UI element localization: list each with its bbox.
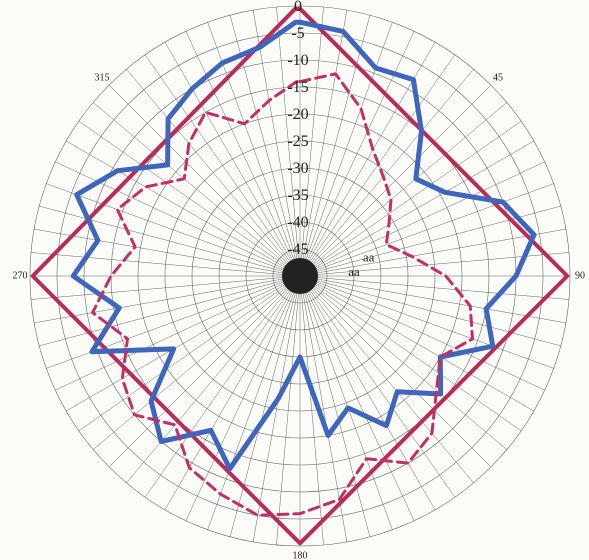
angle-tick-label: 45 (493, 72, 503, 83)
angular-grid-spoke (78, 120, 301, 277)
angular-grid-spoke (185, 275, 301, 521)
radial-tick-label: 0 (294, 0, 302, 15)
angular-grid-spoke (299, 275, 545, 391)
angular-grid-spoke (299, 10, 348, 277)
angular-grid-spoke (299, 7, 324, 277)
radial-tick-label: -30 (287, 160, 308, 177)
radial-tick-label: -25 (287, 133, 308, 150)
angular-grid-spoke (299, 275, 554, 369)
angular-grid-spoke (299, 275, 561, 347)
angular-grid-spoke (299, 275, 436, 510)
angular-grid-spoke (39, 205, 301, 277)
angular-grid-spoke (299, 120, 522, 277)
angular-grid-spoke (299, 275, 569, 300)
angle-tick-label: 360 (293, 0, 308, 1)
angular-grid-spoke (299, 84, 492, 277)
angular-grid-spoke (252, 275, 301, 542)
angular-grid-spoke (299, 275, 522, 432)
angular-grid-spoke (299, 252, 569, 277)
angular-grid-spoke (66, 140, 301, 277)
radial-tick-label: -10 (287, 52, 308, 69)
angular-grid-spoke (299, 275, 324, 545)
angular-grid-spoke (66, 275, 301, 412)
angular-grid-spoke (299, 22, 393, 277)
angular-grid-spoke (229, 275, 301, 537)
angular-grid-spoke (93, 102, 301, 277)
angular-grid-spoke (276, 275, 301, 545)
angular-grid-spoke (185, 31, 301, 277)
angular-grid-spoke (299, 102, 507, 277)
angular-grid-spoke (299, 275, 415, 521)
radial-tick-label: -50 (287, 268, 308, 285)
angular-grid-spoke (299, 275, 534, 412)
series-line-1 (30, 6, 570, 546)
annotation-label: aa (363, 249, 375, 264)
angle-labels: 0 45 90 180 270 315 360 (13, 0, 586, 560)
angular-grid-spoke (229, 15, 301, 277)
series-line-2 (70, 19, 537, 472)
series-lines (30, 6, 570, 546)
annotation-label: aa (348, 264, 360, 279)
angular-grid-spoke (299, 228, 566, 277)
angular-grid-spoke (31, 252, 301, 277)
radial-tick-label: -40 (287, 214, 308, 231)
radial-tick-label: -5 (291, 25, 304, 42)
radial-tick-label: -35 (287, 187, 308, 204)
angular-grid-spoke (299, 15, 371, 277)
angular-grid-spoke (299, 275, 393, 530)
center-mark (282, 258, 318, 294)
angular-grid-spoke (144, 54, 301, 277)
angular-grid-spoke (276, 7, 301, 277)
angle-tick-label: 315 (95, 72, 110, 83)
angular-grid-spoke (164, 42, 301, 277)
radial-tick-label: -45 (287, 241, 308, 258)
angular-grid-spoke (299, 183, 554, 277)
angular-grid-spoke (299, 54, 456, 277)
angular-grid-spoke (299, 275, 566, 324)
radial-tick-label: -15 (287, 79, 308, 96)
angular-grid-spoke (46, 183, 301, 277)
angular-grid-spoke (207, 275, 301, 530)
series-line-3 (91, 72, 474, 517)
angular-grid-spoke (34, 228, 301, 277)
angular-grid-spoke (299, 161, 545, 277)
angular-grid-spoke (46, 275, 301, 369)
angular-grid-spoke (78, 275, 301, 432)
angular-grid-spoke (299, 140, 534, 277)
angular-grid-spoke (164, 275, 301, 510)
angular-grid-spoke (299, 275, 371, 537)
angular-grid-spoke (252, 10, 301, 277)
angle-tick-label: 0 (298, 0, 303, 1)
angular-grid-spoke (126, 69, 301, 277)
angle-tick-label: 90 (575, 270, 585, 281)
angular-grid-spoke (144, 275, 301, 498)
angular-grid-spoke (31, 275, 301, 300)
angular-grid-spoke (93, 275, 301, 450)
radial-ticks: 0 -5 -10 -15 -20 -25 -30 -35 -40 -45 -50 (287, 0, 308, 285)
angular-grid-spoke (108, 275, 301, 468)
angular-grid-spoke (55, 275, 301, 391)
radial-grid (29, 5, 571, 547)
radial-tick-label: -20 (287, 106, 308, 123)
angular-grid-spoke (108, 84, 301, 277)
angle-tick-label: 270 (13, 270, 28, 281)
angular-grid-spoke (299, 275, 492, 468)
angular-grid-spoke (39, 275, 301, 347)
angular-grid-spoke (299, 275, 507, 450)
angular-grid-spoke (299, 69, 474, 277)
angular-grid-spoke (126, 275, 301, 483)
angular-grid-spoke (299, 275, 456, 498)
angular-grid-spoke (299, 275, 474, 483)
angle-tick-label: 180 (293, 550, 308, 560)
angular-grid-spoke (34, 275, 301, 324)
